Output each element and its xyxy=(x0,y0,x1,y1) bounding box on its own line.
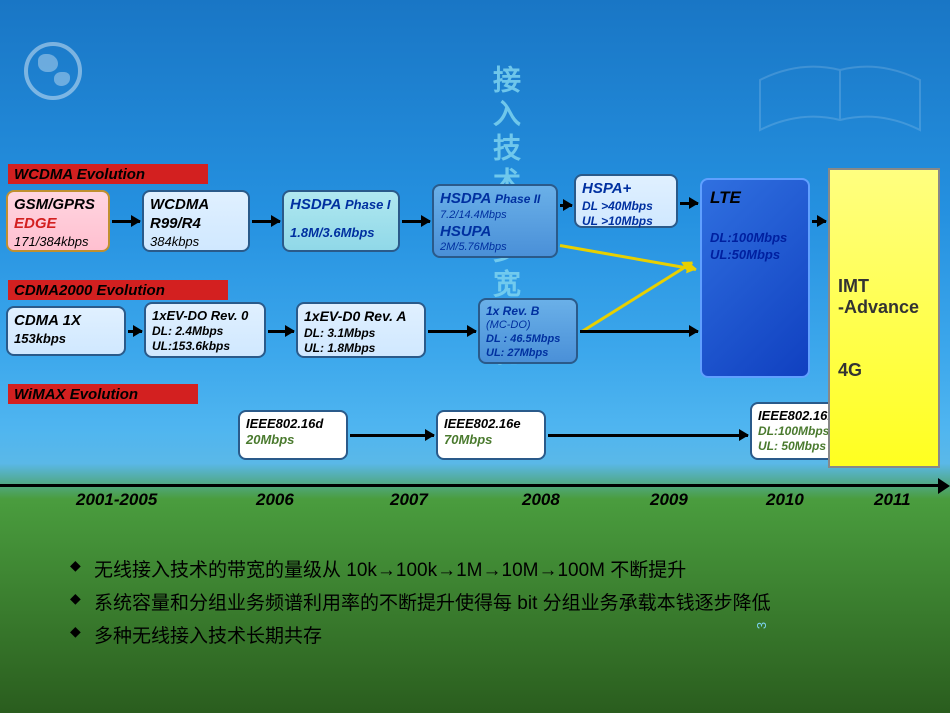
box-imt: IMT -Advance 4G xyxy=(828,168,940,468)
globe-icon xyxy=(24,42,82,100)
arrow xyxy=(680,202,698,205)
section-wimax: WiMAX Evolution xyxy=(8,384,158,404)
arrow-yellow xyxy=(560,244,696,271)
arrow xyxy=(112,220,140,223)
arrow xyxy=(252,220,280,223)
year: 2001-2005 xyxy=(76,490,157,510)
box-wcdma: WCDMA R99/R4 384kbps xyxy=(142,190,250,252)
box-hspa: HSPA+ DL >40Mbps UL >10Mbps xyxy=(574,174,678,228)
page-number: 3 xyxy=(754,622,769,629)
arrow xyxy=(560,204,572,207)
arrow xyxy=(428,330,476,333)
book-icon xyxy=(750,50,930,150)
year: 2006 xyxy=(256,490,294,510)
box-ev0: 1xEV-DO Rev. 0 DL: 2.4Mbps UL:153.6kbps xyxy=(144,302,266,358)
box-16d: IEEE802.16d 20Mbps xyxy=(238,410,348,460)
box-hsdpa1: HSDPA Phase I 1.8M/3.6Mbps xyxy=(282,190,400,252)
bullet-item: 无线接入技术的带宽的量级从 10k→100k→1M→10M→100M 不断提升 xyxy=(70,555,890,582)
year: 2011 xyxy=(874,490,911,510)
box-cdma1x: CDMA 1X 153kbps xyxy=(6,306,126,356)
section-wcdma: WCDMA Evolution xyxy=(8,164,168,184)
box-hsdpa2: HSDPA Phase II 7.2/14.4Mbps HSUPA 2M/5.7… xyxy=(432,184,558,258)
box-16e: IEEE802.16e 70Mbps xyxy=(436,410,546,460)
year: 2008 xyxy=(522,490,560,510)
year: 2010 xyxy=(766,490,804,510)
arrow xyxy=(580,330,698,333)
box-eva: 1xEV-D0 Rev. A DL: 3.1Mbps UL: 1.8Mbps xyxy=(296,302,426,358)
bullet-list: 无线接入技术的带宽的量级从 10k→100k→1M→10M→100M 不断提升 … xyxy=(70,555,890,654)
box-evb: 1x Rev. B (MC-DO) DL : 46.5Mbps UL: 27Mb… xyxy=(478,298,578,364)
section-cdma2000: CDMA2000 Evolution xyxy=(8,280,188,300)
year: 2009 xyxy=(650,490,688,510)
box-gsm: GSM/GPRS EDGE 171/384kbps xyxy=(6,190,110,252)
evolution-diagram: WCDMA Evolution CDMA2000 Evolution WiMAX… xyxy=(0,160,950,490)
arrow xyxy=(350,434,434,437)
arrow xyxy=(812,220,826,223)
arrow xyxy=(402,220,430,223)
bullet-item: 系统容量和分组业务频谱利用率的不断提升使得每 bit 分组业务承载本钱逐步降低 xyxy=(70,588,890,615)
box-lte: LTE DL:100Mbps UL:50Mbps xyxy=(700,178,810,378)
year: 2007 xyxy=(390,490,428,510)
timeline: 2001-2005 2006 2007 2008 2009 2010 2011 xyxy=(0,482,950,502)
arrow xyxy=(268,330,294,333)
arrow xyxy=(128,330,142,333)
arrow-yellow xyxy=(581,261,693,332)
arrow xyxy=(548,434,748,437)
timeline-arrow-icon xyxy=(938,478,950,494)
